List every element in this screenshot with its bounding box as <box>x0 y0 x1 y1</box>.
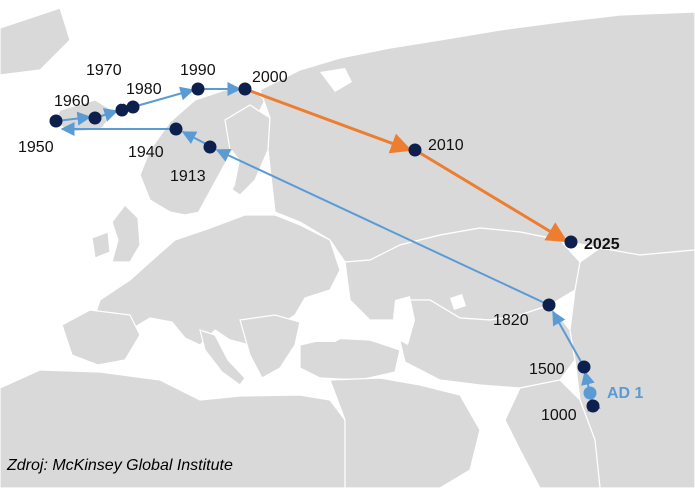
point-1950 <box>49 114 63 128</box>
point-1913 <box>203 140 217 154</box>
label-1940: 1940 <box>128 144 164 161</box>
label-1970: 1970 <box>86 62 122 79</box>
arrow-1500-1820 <box>552 310 585 368</box>
point-1500 <box>577 360 591 374</box>
land-ireland <box>91 231 111 259</box>
label-1950: 1950 <box>18 139 54 156</box>
point-2010 <box>408 143 422 157</box>
point-ad1 <box>583 386 597 400</box>
land-north-africa <box>0 369 346 488</box>
source-note: Zdroj: McKinsey Global Institute <box>7 457 233 474</box>
land-italy <box>199 329 246 386</box>
point-1820 <box>542 298 556 312</box>
point-1000 <box>586 399 600 413</box>
arrow-2010-2025 <box>414 148 568 243</box>
land-balkans <box>239 314 301 379</box>
arrow-2000-2010 <box>244 87 412 154</box>
land-great-britain <box>111 204 141 263</box>
land-masses <box>0 7 695 488</box>
sea-baltic <box>198 150 240 222</box>
arrow-1820-1913 <box>215 148 550 306</box>
label-2010: 2010 <box>428 137 464 154</box>
point-labels: 1000 AD 1 1500 1820 1913 1940 1950 1960 … <box>18 62 644 424</box>
land-east-asia <box>569 247 695 488</box>
label-2025: 2025 <box>584 236 620 253</box>
point-1990 <box>191 82 205 96</box>
land-europe <box>89 214 341 346</box>
land-india <box>504 379 601 488</box>
arrow-1980-1990 <box>132 86 195 108</box>
label-1000: 1000 <box>541 407 577 424</box>
label-1980: 1980 <box>126 81 162 98</box>
label-1913: 1913 <box>170 168 206 185</box>
label-1960: 1960 <box>54 93 90 110</box>
sea-caspian <box>393 296 415 345</box>
point-1960 <box>88 111 102 125</box>
inland-seas <box>198 68 466 345</box>
point-2000 <box>238 82 252 96</box>
label-1990: 1990 <box>180 62 216 79</box>
label-1500: 1500 <box>529 361 565 378</box>
label-1820: 1820 <box>493 312 529 329</box>
lake-aral <box>450 294 466 310</box>
label-2000: 2000 <box>252 69 288 86</box>
arrow-1950-1960 <box>56 111 92 126</box>
point-1970 <box>115 103 129 117</box>
trajectory <box>56 82 601 412</box>
land-iberia <box>61 309 141 366</box>
point-1940 <box>169 122 183 136</box>
label-ad1: AD 1 <box>607 385 644 402</box>
sea-black <box>300 318 355 342</box>
point-1980 <box>126 100 140 114</box>
point-2025 <box>564 235 578 249</box>
land-middle-east <box>329 377 481 488</box>
sea-white <box>320 68 352 92</box>
land-turkey <box>299 337 401 381</box>
land-greenland <box>0 7 71 76</box>
trajectory-points <box>49 82 600 413</box>
